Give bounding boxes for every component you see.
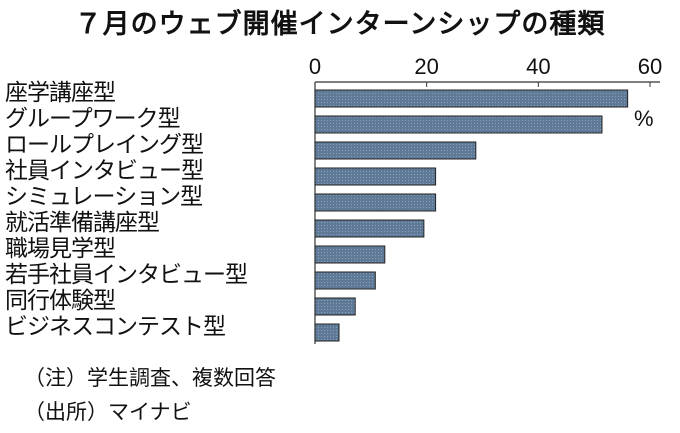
chart-title: ７月のウェブ開催インターンシップの種類 bbox=[74, 9, 606, 40]
category-label: 座学講座型 bbox=[5, 80, 116, 106]
category-label: シミュレーション型 bbox=[5, 184, 203, 210]
category-label: ロールプレイング型 bbox=[5, 132, 204, 158]
category-label: 就活準備講座型 bbox=[5, 210, 160, 236]
category-labels: 座学講座型 グループワーク型 ロールプレイング型 社員インタビュー型 シミュレーション型… bbox=[5, 80, 248, 340]
category-label: 若手社員インタビュー型 bbox=[5, 262, 248, 288]
bar bbox=[314, 297, 356, 316]
unit-label: % bbox=[634, 106, 654, 131]
bar bbox=[314, 115, 603, 134]
bar bbox=[314, 245, 386, 264]
bar bbox=[314, 323, 340, 342]
category-label: 職場見学型 bbox=[5, 236, 116, 262]
bar bbox=[314, 219, 425, 238]
x-tick-label: 0 bbox=[309, 54, 321, 79]
category-label: 同行体験型 bbox=[5, 288, 116, 314]
bar bbox=[314, 271, 376, 290]
bar bbox=[314, 167, 437, 186]
bar bbox=[314, 141, 477, 160]
category-label: 社員インタビュー型 bbox=[5, 158, 204, 184]
bar bbox=[314, 193, 437, 212]
category-label: ビジネスコンテスト型 bbox=[5, 314, 226, 340]
category-label: グループワーク型 bbox=[5, 106, 181, 132]
note-text: （注）学生調査、複数回答 bbox=[24, 366, 276, 390]
bar bbox=[314, 89, 629, 108]
source-text: （出所）マイナビ bbox=[24, 400, 192, 424]
x-tick-label: 60 bbox=[638, 54, 662, 79]
x-tick-label: 20 bbox=[414, 54, 438, 79]
x-tick-label: 40 bbox=[526, 54, 550, 79]
